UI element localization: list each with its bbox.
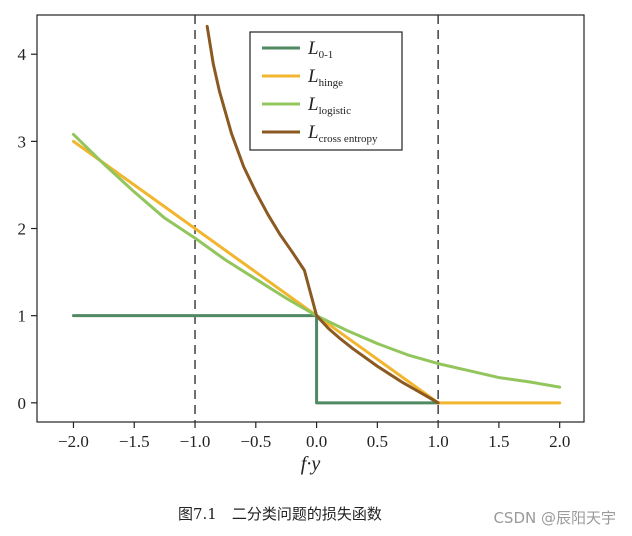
legend-label-subscript: hinge — [319, 77, 344, 89]
x-tick-label: 0.0 — [306, 432, 327, 451]
legend-entry: Llogistic — [307, 94, 351, 117]
x-tick-label: 0.5 — [367, 432, 388, 451]
legend-entry: L0-1 — [307, 38, 333, 61]
y-tick-label: 2 — [18, 220, 27, 239]
series-line-0-1 — [71, 314, 440, 405]
y-tick-label: 4 — [18, 45, 27, 64]
watermark: CSDN @辰阳天宇 — [493, 509, 616, 527]
figure-caption-area: 图7.1 二分类问题的损失函数 CSDN @辰阳天宇 — [0, 503, 632, 533]
legend-label-main: L — [307, 122, 319, 143]
x-tick-label: −0.5 — [240, 432, 271, 451]
x-tick-label: −2.0 — [58, 432, 89, 451]
x-tick-label: 2.0 — [549, 432, 570, 451]
x-tick-label: 1.5 — [488, 432, 509, 451]
legend-label-subscript: 0-1 — [319, 49, 334, 61]
loss-function-chart: −2.0 −1.5 −1.0 −0.5 0.0 0.5 1.0 1.5 2.0 0 1 2 3 4 f·y L… — [18, 14, 585, 475]
figure-caption: 图7.1 二分类问题的损失函数 — [178, 505, 382, 523]
legend-label-subscript: cross entropy — [319, 133, 378, 145]
legend-label-main: L — [307, 94, 319, 115]
y-tick-label: 1 — [18, 307, 27, 326]
x-tick-label: −1.0 — [180, 432, 211, 451]
plot-frame — [36, 14, 585, 423]
legend-entry: Lhinge — [307, 66, 343, 89]
series-line-cross-entropy — [205, 24, 440, 405]
x-axis-title: f·y — [301, 453, 321, 475]
x-tick-label: −1.5 — [119, 432, 150, 451]
series-group — [71, 24, 562, 405]
legend-box — [249, 31, 403, 151]
legend-label-subscript: logistic — [319, 105, 352, 117]
y-tick-label: 3 — [18, 132, 27, 151]
y-tick-label: 0 — [18, 394, 27, 413]
legend-label-main: L — [307, 66, 319, 87]
legend-entry: Lcross entropy — [307, 122, 378, 145]
x-tick-label: 1.0 — [428, 432, 449, 451]
legend-label-main: L — [307, 38, 319, 59]
